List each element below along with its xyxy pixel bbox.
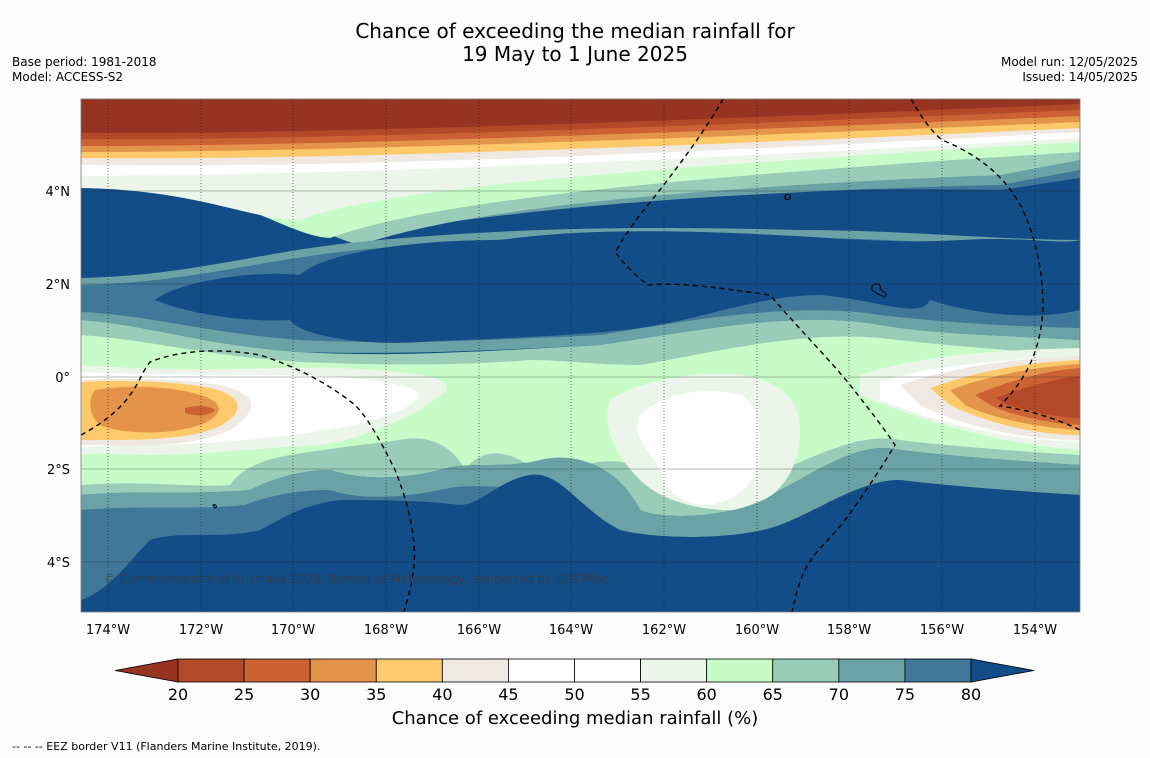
lon-label-172w: 172°W xyxy=(179,623,223,638)
colorbar xyxy=(114,658,1035,683)
dry-west-30 xyxy=(185,405,215,416)
eez-far-east-line xyxy=(910,99,1080,431)
colorbar-bin-25-30 xyxy=(243,658,311,683)
colorbar-tick-65: 65 xyxy=(763,685,783,704)
lat-label-2s: 2°S xyxy=(47,463,70,478)
blob-50-east xyxy=(637,391,760,505)
lon-label-166w: 166°W xyxy=(457,623,501,638)
colorbar-tick-50: 50 xyxy=(564,685,584,704)
parallels xyxy=(81,190,1080,563)
colorbar-bin-30-35 xyxy=(309,658,377,683)
colorbar-tick-45: 45 xyxy=(498,685,518,704)
lat-axis: 4°N 2°N 0° 2°S 4°S xyxy=(46,185,71,571)
colorbar-tick-40: 40 xyxy=(432,685,452,704)
colorbar-tick-25: 25 xyxy=(234,685,254,704)
lat-label-0: 0° xyxy=(55,371,70,386)
lon-label-154w: 154°W xyxy=(1013,623,1057,638)
lon-label-164w: 164°W xyxy=(549,623,593,638)
colorbar-bin-45-50 xyxy=(508,658,575,683)
colorbar-tick-70: 70 xyxy=(829,685,849,704)
lon-label-158w: 158°W xyxy=(827,623,871,638)
rainfall-contours xyxy=(81,99,1080,612)
colorbar-tick-75: 75 xyxy=(895,685,915,704)
model-run-text: Model run: 12/05/2025 xyxy=(1000,55,1138,69)
colorbar-tick-80: 80 xyxy=(961,685,981,704)
island-southwest xyxy=(212,504,217,509)
colorbar-tick-20: 20 xyxy=(168,685,188,704)
band-s-70 xyxy=(81,448,1080,575)
colorbar-tick-30: 30 xyxy=(300,685,320,704)
dry-west-35 xyxy=(90,386,219,433)
colorbar-extend-high xyxy=(970,658,1035,683)
colorbar-bin-40-45 xyxy=(441,658,509,683)
colorbar-bin-75-80 xyxy=(904,658,972,683)
map-frame xyxy=(80,98,1081,613)
dry-east-25 xyxy=(995,376,1080,418)
colorbar-bin-60-65 xyxy=(706,658,774,683)
band-n-20 xyxy=(81,99,1080,134)
colorbar-bin-70-75 xyxy=(838,658,906,683)
issued-text: Issued: 14/05/2025 xyxy=(1022,70,1138,84)
core-80-north xyxy=(155,231,1080,343)
colorbar-label: Chance of exceeding median rainfall (%) xyxy=(391,708,759,729)
lon-label-168w: 168°W xyxy=(364,623,408,638)
lon-label-170w: 170°W xyxy=(271,623,315,638)
colorbar-bin-35-40 xyxy=(375,658,443,683)
colorbar-tick-55: 55 xyxy=(630,685,650,704)
lon-label-160w: 160°W xyxy=(735,623,779,638)
colorbar-bin-50-55 xyxy=(574,658,641,683)
lat-label-2n: 2°N xyxy=(46,278,71,293)
island-north xyxy=(784,194,791,200)
lon-label-156w: 156°W xyxy=(920,623,964,638)
colorbar-bin-55-60 xyxy=(640,658,708,683)
colorbar-tick-60: 60 xyxy=(696,685,716,704)
copyright-credit: © Commonwealth of Australia 2025, Bureau… xyxy=(104,572,610,586)
lon-axis: 174°W 172°W 170°W 168°W 166°W 164°W 162°… xyxy=(86,623,1057,638)
island-group-kiribati xyxy=(871,283,887,298)
lon-label-162w: 162°W xyxy=(642,623,686,638)
islands xyxy=(212,194,887,509)
lat-label-4n: 4°N xyxy=(46,185,71,200)
lon-label-174w: 174°W xyxy=(86,623,130,638)
eez-border xyxy=(81,99,1080,612)
colorbar-ticks: 20 25 30 35 40 45 50 55 60 65 70 75 80 xyxy=(168,685,981,704)
lat-label-4s: 4°S xyxy=(47,556,70,571)
core-80-south xyxy=(81,474,1080,612)
colorbar-bin-20-25 xyxy=(177,658,245,683)
colorbar-bin-65-70 xyxy=(772,658,840,683)
map-title-line2: 19 May to 1 June 2025 xyxy=(462,42,688,66)
map-title-line1: Chance of exceeding the median rainfall … xyxy=(355,19,795,43)
model-text: Model: ACCESS-S2 xyxy=(12,70,124,84)
base-period-text: Base period: 1981-2018 xyxy=(12,55,157,69)
colorbar-extend-low xyxy=(114,658,179,683)
eez-footnote: -- -- -- EEZ border V11 (Flanders Marine… xyxy=(12,740,321,753)
eez-east-line xyxy=(614,99,896,612)
colorbar-tick-35: 35 xyxy=(366,685,386,704)
